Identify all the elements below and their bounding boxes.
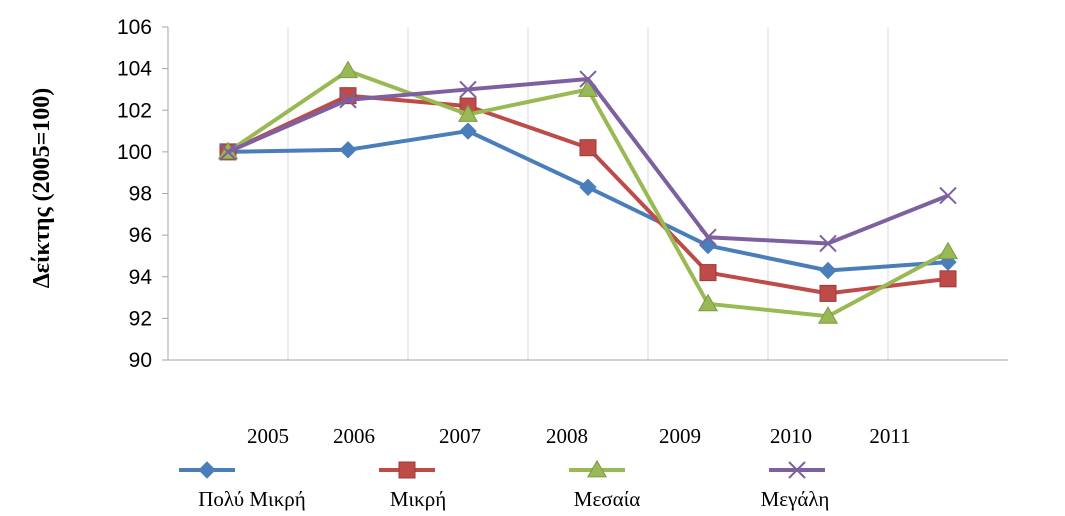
y-tick-labels: 90 92 94 96 98 100 102 104 106	[117, 16, 152, 372]
square-marker	[699, 264, 717, 282]
x-tick-label: 2010	[770, 424, 812, 448]
diamond-marker	[339, 141, 357, 159]
triangle-marker	[457, 104, 479, 122]
y-axis-label: Δείκτης (2005=100)	[29, 88, 55, 289]
x-marker	[788, 461, 806, 479]
triangle-marker	[586, 459, 608, 478]
diamond-marker	[459, 122, 477, 140]
y-tick-label: 100	[117, 141, 152, 164]
y-tick-label: 98	[129, 183, 152, 206]
series-lines	[217, 60, 959, 324]
legend-item: Μεγάλη	[761, 461, 830, 511]
diamond-marker	[198, 461, 216, 479]
triangle-marker	[817, 306, 839, 324]
square-marker	[579, 139, 597, 157]
y-tick-label: 94	[129, 266, 153, 289]
y-tick-label: 96	[129, 224, 152, 247]
y-tick-label: 92	[129, 307, 152, 330]
diamond-marker	[819, 261, 837, 280]
x-tick-label: 2006	[333, 424, 375, 448]
y-tick-label: 102	[117, 99, 152, 122]
x-tick-labels: 2005 2006 2007 2008 2009 2010 2011	[247, 424, 911, 448]
x-marker	[339, 91, 357, 109]
series-diamond	[219, 122, 957, 280]
diamond-marker	[579, 178, 597, 196]
legend: Πολύ Μικρή Μικρή Μεσαία Μεγάλη	[179, 459, 830, 511]
y-tick-label: 104	[117, 58, 152, 81]
legend-label: Πολύ Μικρή	[198, 487, 305, 511]
x-tick-label: 2007	[439, 424, 481, 448]
x-marker	[939, 186, 957, 205]
triangle-marker	[937, 241, 959, 260]
triangle-marker	[697, 293, 719, 312]
series-x	[219, 70, 957, 253]
series-line	[227, 77, 949, 246]
legend-label: Μεγάλη	[761, 487, 830, 511]
square-marker	[819, 284, 837, 302]
x-tick-label: 2011	[869, 424, 910, 448]
axes	[162, 26, 1008, 361]
x-tick-label: 2009	[659, 424, 701, 448]
square-marker	[939, 270, 957, 288]
y-tick-label: 90	[129, 349, 152, 372]
legend-item: Πολύ Μικρή	[179, 461, 306, 511]
x-marker	[459, 80, 477, 99]
series-triangle	[217, 60, 959, 324]
x-tick-label: 2005	[247, 424, 289, 448]
x-marker	[579, 70, 597, 88]
y-tick-label: 106	[117, 16, 152, 39]
legend-item: Μεσαία	[569, 459, 640, 511]
legend-label: Μικρή	[390, 487, 446, 511]
diamond-marker	[699, 236, 717, 255]
square-marker	[398, 461, 416, 479]
legend-item: Μικρή	[379, 461, 446, 511]
x-tick-label: 2008	[546, 424, 588, 448]
triangle-marker	[337, 60, 359, 79]
x-marker	[699, 228, 717, 246]
x-marker	[819, 234, 837, 253]
legend-label: Μεσαία	[574, 487, 640, 511]
x-marker	[219, 143, 237, 161]
